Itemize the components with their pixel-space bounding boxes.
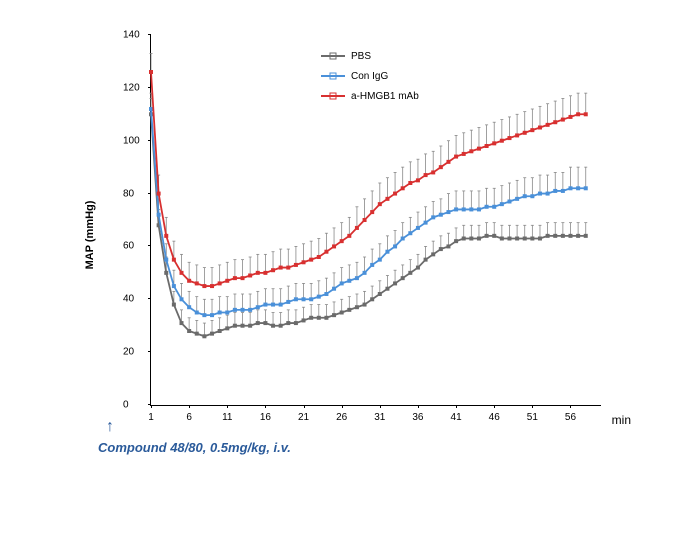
y-tick-label: 120 (123, 82, 140, 93)
legend-label-hmgb1: a-HMGB1 mAb (351, 91, 419, 102)
y-tick-label: 0 (123, 400, 129, 411)
x-tick-label: 41 (451, 412, 462, 423)
chart-container: MAP (mmHg) PBS Con IgG a-HMGB1 mAb min 0… (90, 25, 620, 445)
plot-area: PBS Con IgG a-HMGB1 mAb min 020406080100… (150, 35, 601, 406)
legend-swatch-pbs (321, 55, 345, 57)
annotation-text: Compound 48/80, 0.5mg/kg, i.v. (98, 440, 291, 455)
legend-label-igg: Con IgG (351, 71, 388, 82)
y-tick-label: 20 (123, 347, 134, 358)
y-tick-label: 40 (123, 294, 134, 305)
x-tick-label: 16 (260, 412, 271, 423)
legend: PBS Con IgG a-HMGB1 mAb (321, 50, 419, 110)
x-tick-label: 21 (298, 412, 309, 423)
y-tick-label: 60 (123, 241, 134, 252)
y-tick-label: 80 (123, 188, 134, 199)
x-tick-label: 46 (489, 412, 500, 423)
annotation-arrow-icon: ↑ (106, 418, 114, 436)
x-tick-label: 51 (527, 412, 538, 423)
legend-swatch-hmgb1 (321, 95, 345, 97)
y-tick-label: 140 (123, 30, 140, 41)
y-axis-label: MAP (mmHg) (84, 201, 96, 270)
legend-label-pbs: PBS (351, 51, 371, 62)
x-tick-label: 56 (565, 412, 576, 423)
y-tick-label: 100 (123, 135, 140, 146)
x-tick-label: 36 (412, 412, 423, 423)
legend-item-igg: Con IgG (321, 70, 419, 82)
legend-item-pbs: PBS (321, 50, 419, 62)
x-tick-label: 1 (148, 412, 154, 423)
legend-item-hmgb1: a-HMGB1 mAb (321, 90, 419, 102)
x-axis-unit: min (612, 413, 631, 427)
x-tick-label: 26 (336, 412, 347, 423)
x-tick-label: 6 (186, 412, 192, 423)
legend-swatch-igg (321, 75, 345, 77)
x-tick-label: 31 (374, 412, 385, 423)
x-tick-label: 11 (222, 412, 232, 423)
